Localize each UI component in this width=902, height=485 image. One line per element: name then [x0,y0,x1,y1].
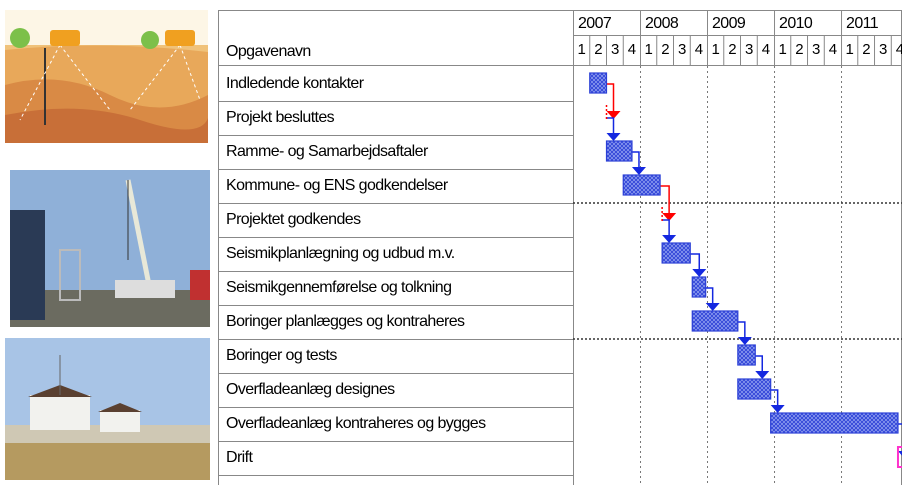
task-name: Ramme- og Samarbejdsaftaler [226,143,429,160]
quarter-label: 3 [611,41,619,58]
year-label: 2009 [712,15,746,32]
dependency-arrow [631,167,646,175]
quarter-label: 3 [812,41,820,58]
dependency-line [770,389,779,406]
task-name: Boringer og tests [226,347,337,364]
task-bar [605,140,633,162]
dependency-arrow [606,111,621,119]
dependency-arrow [662,235,677,243]
dependency-line [737,321,746,338]
task-bar [737,344,756,366]
task-name: Projektet godkendes [226,211,361,228]
year-label: 2008 [645,15,679,32]
photo-crane [10,170,210,327]
task-bar [622,174,661,196]
quarter-label: 2 [661,41,669,58]
quarter-label: 4 [829,41,837,58]
task-name: Seismikplanlægning og udbud m.v. [226,245,455,262]
dependency-line [606,83,615,112]
task-name: Boringer planlægges og kontraheres [226,313,465,330]
task-name: Seismikgennemførelse og tolkning [226,279,451,296]
dependency-arrow [606,133,621,141]
task-bar [661,242,691,264]
task-bar [737,378,772,400]
dependency-line [631,151,640,168]
task-name: Drift [226,449,253,466]
dependency-line [755,355,764,372]
table-frame [218,10,902,485]
task-name: Projekt besluttes [226,109,335,126]
quarter-label: 4 [628,41,636,58]
task-name: Overfladeanlæg designes [226,381,395,398]
year-label: 2010 [779,15,813,32]
dependency-arrow [897,451,902,456]
photo-seismic [5,10,208,143]
dependency-line [662,219,670,236]
dependency-arrow [737,337,752,345]
quarter-label: 4 [896,41,902,58]
quarter-label: 1 [846,41,854,58]
dependency-line [690,253,701,270]
dependency-line [660,185,670,214]
quarter-label: 2 [795,41,803,58]
quarter-label: 3 [745,41,753,58]
task-bar [770,412,899,434]
task-bar [691,276,707,298]
year-label: 2011 [846,15,879,32]
quarter-label: 2 [862,41,870,58]
quarter-label: 3 [879,41,887,58]
quarter-label: 1 [779,41,787,58]
quarter-label: 2 [728,41,736,58]
quarter-label: 2 [594,41,602,58]
dependency-line [606,117,615,134]
quarter-label: 1 [578,41,586,58]
dependency-arrow [692,269,707,277]
task-bar [691,310,739,332]
task-bar [589,72,608,94]
quarter-label: 4 [695,41,703,58]
photo-site [5,338,210,480]
dependency-arrow [705,303,720,311]
dependency-arrow [755,371,770,379]
year-label: 2007 [578,15,612,32]
dependency-arrow [662,213,677,221]
quarter-label: 4 [762,41,770,58]
dependency-arrow [770,405,785,413]
task-name: Overfladeanlæg kontraheres og bygges [226,415,486,432]
dependency-line [897,423,902,425]
quarter-label: 1 [645,41,653,58]
task-name: Indledende kontakter [226,75,365,92]
task-name: Kommune- og ENS godkendelser [226,177,449,194]
quarter-label: 3 [678,41,686,58]
dependency-line [705,287,714,304]
milestone [896,446,902,468]
name-header: Opgavenavn [226,43,311,60]
quarter-label: 1 [712,41,720,58]
